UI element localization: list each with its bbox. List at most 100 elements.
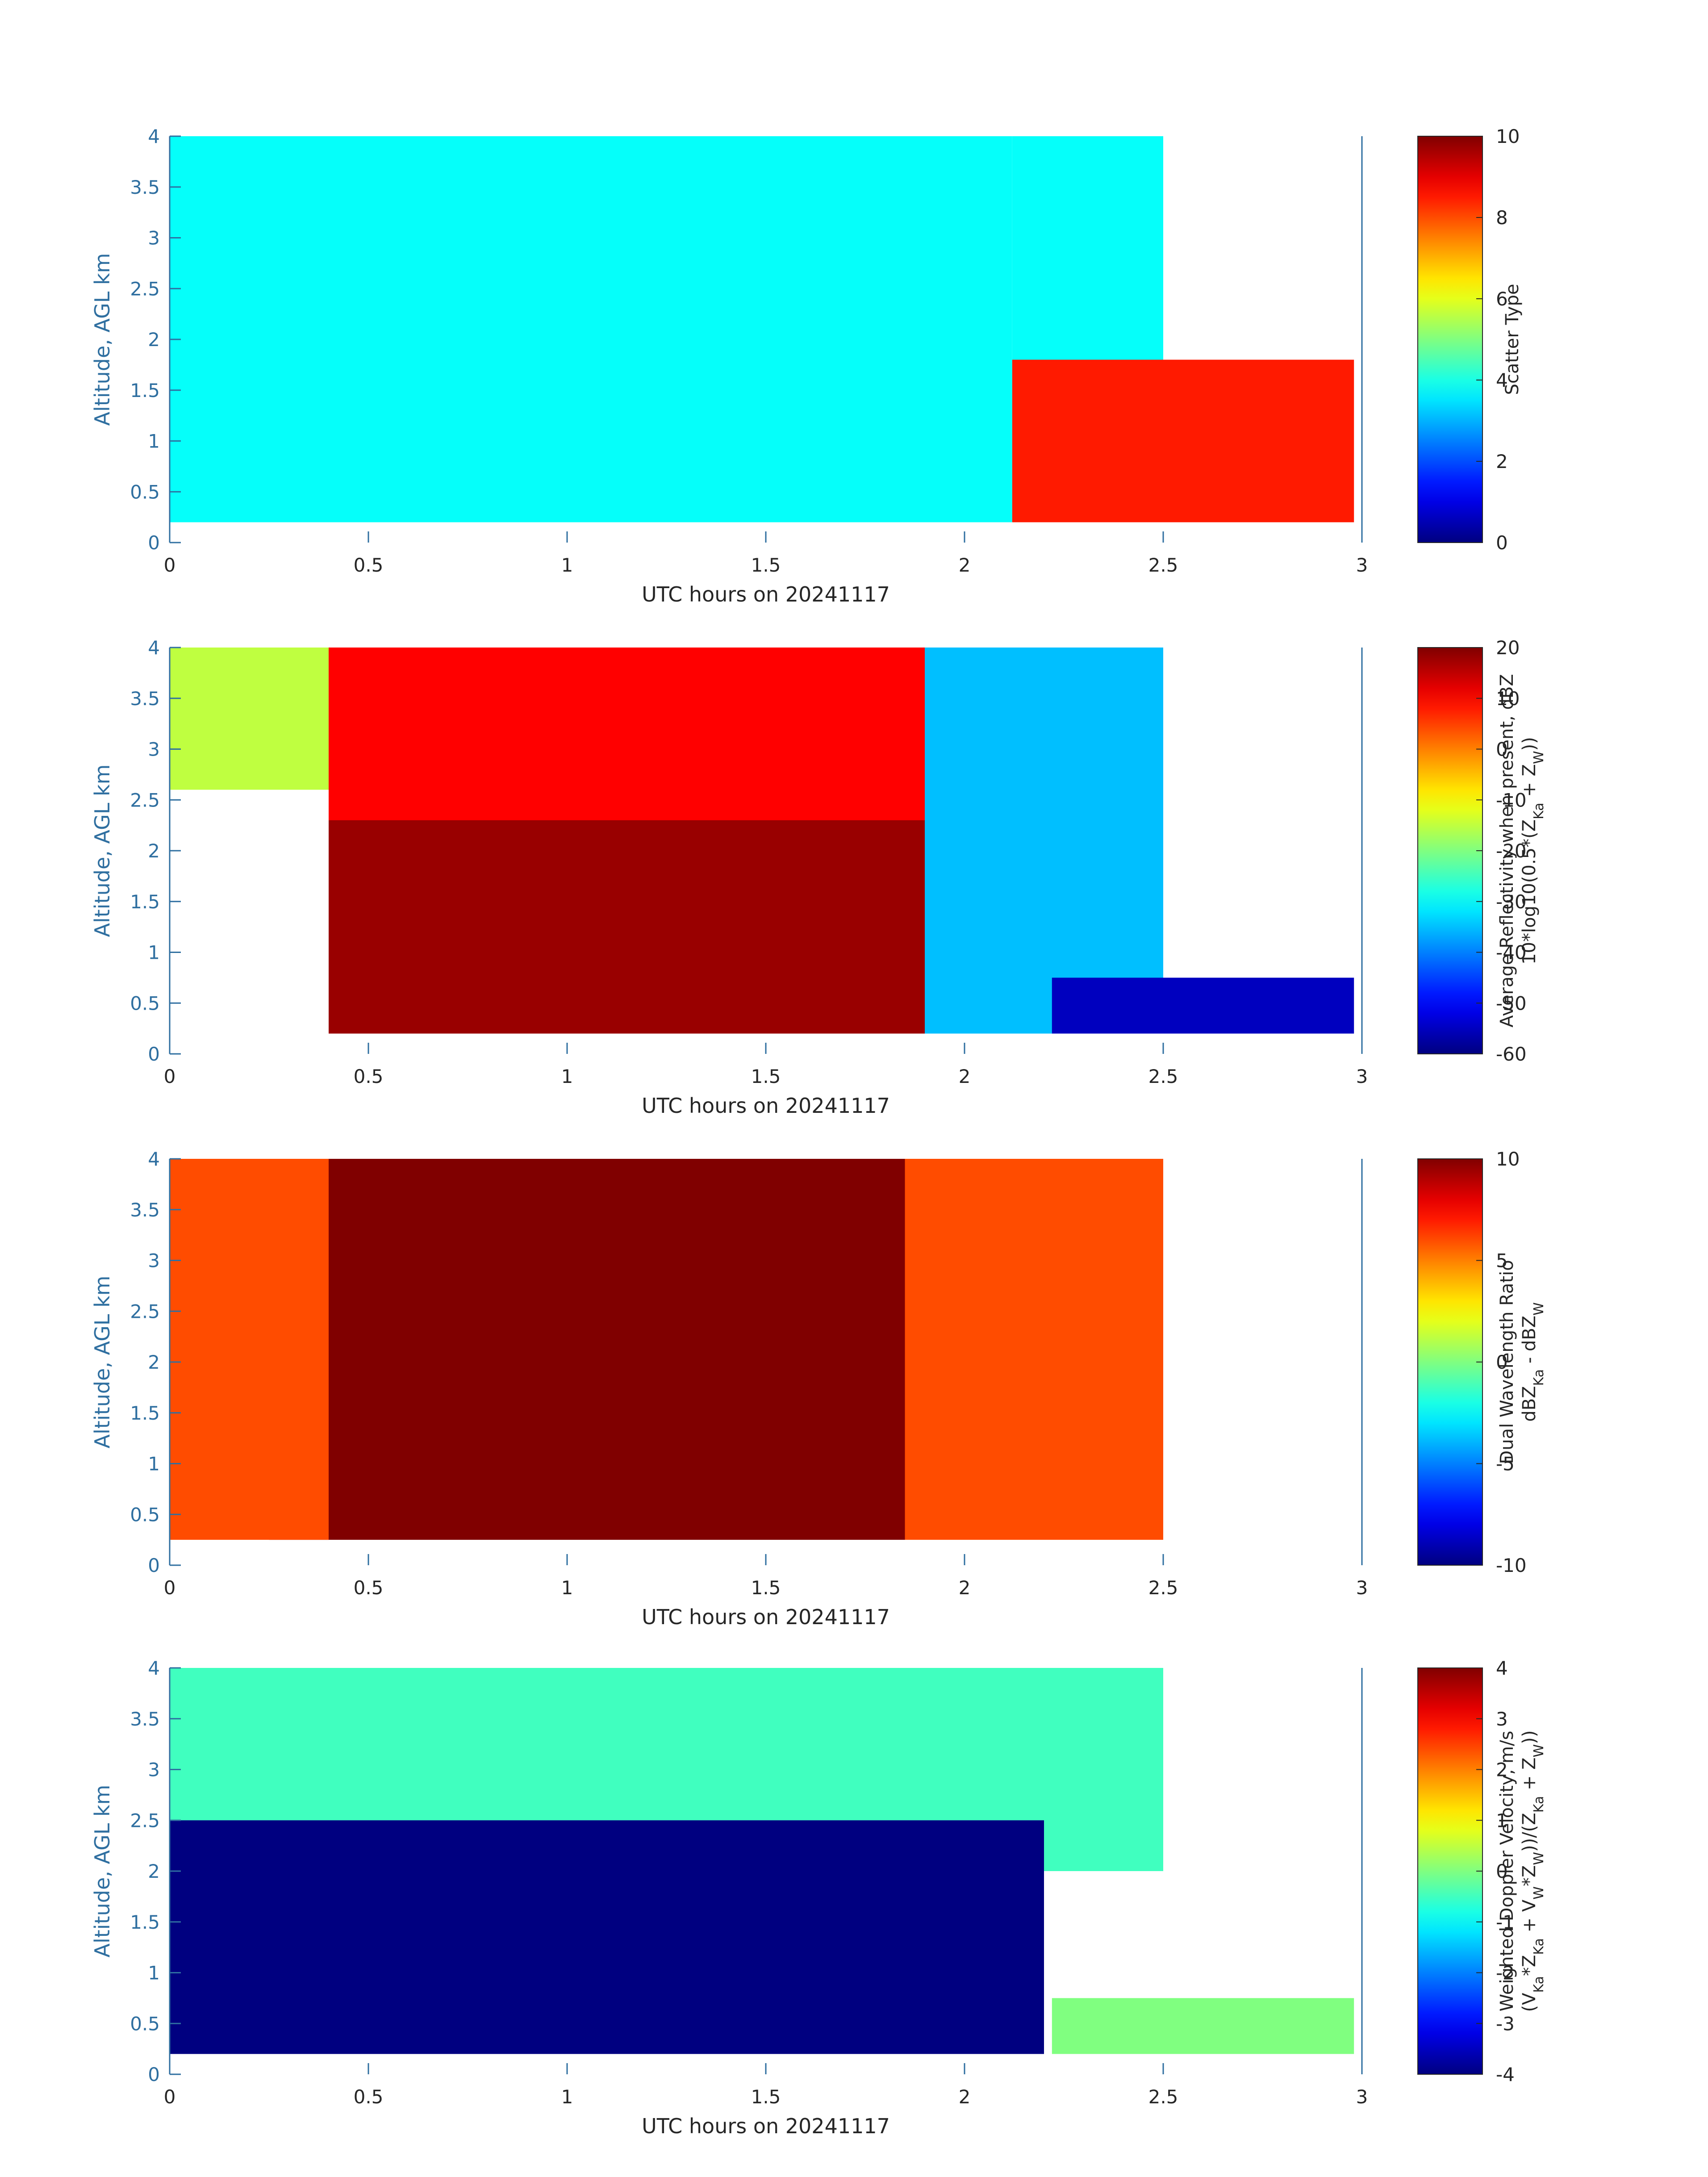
colorbar-tick-label: -1 [1496, 1911, 1515, 1933]
heatmap-region [170, 1820, 1044, 2054]
colorbar-tick-label: 0 [1496, 1860, 1508, 1882]
x-tick-label: 1 [561, 554, 573, 576]
y-tick-label: 1.5 [130, 380, 160, 401]
x-tick-label: 0 [164, 1066, 176, 1087]
panel-3: 0 0.5 1 1.5 2 2.5 3 0 0.5 1 1.5 2 2.5 3 3.5 4 UTC hours … [90, 1148, 1547, 1629]
y-tick-label: 2 [148, 1860, 160, 1882]
heatmap-region [170, 136, 1012, 522]
colorbar-tick-label: 2 [1496, 1759, 1508, 1781]
x-axis-label: UTC hours on 20241117 [642, 582, 890, 606]
y-tick-label: 0.5 [130, 2013, 160, 2035]
panel-4: 0 0.5 1 1.5 2 2.5 3 0 0.5 1 1.5 2 2.5 3 3.5 4 UTC hours … [90, 1657, 1547, 2138]
x-tick-label: 3 [1356, 2086, 1368, 2108]
y-tick-label: 4 [148, 1657, 160, 1679]
colorbar-tick-label: 20 [1496, 637, 1520, 659]
panel-1: 0 0.5 1 1.5 2 2.5 3 0 0.5 1 1.5 2 2.5 3 3.5 4 UTC hours … [90, 125, 1523, 606]
colorbar-tick-label: 8 [1496, 207, 1508, 229]
y-tick-label: 2 [148, 1351, 160, 1373]
y-tick-label: 3 [148, 227, 160, 249]
heatmap-region [269, 1159, 905, 1540]
colorbar-tick-label: 4 [1496, 1657, 1508, 1679]
colorbar [1417, 647, 1483, 1054]
x-tick-label: 2.5 [1148, 1577, 1178, 1599]
colorbar-tick-label: -10 [1496, 789, 1527, 811]
y-tick-label: 0.5 [130, 1504, 160, 1525]
colorbar-tick-label: 0 [1496, 739, 1508, 760]
colorbar-tick-label: -5 [1496, 1453, 1515, 1475]
x-tick-label: 0 [164, 554, 176, 576]
y-tick-label: 1.5 [130, 1402, 160, 1424]
y-tick-label: 1 [148, 430, 160, 452]
x-tick-label: 1.5 [751, 1066, 781, 1087]
x-tick-label: 0.5 [354, 2086, 384, 2108]
colorbar-tick-label: -2 [1496, 1962, 1515, 1984]
y-tick-label: 3.5 [130, 1199, 160, 1221]
y-axis-label: Altitude, AGL km [90, 1784, 114, 1957]
x-axis-label: UTC hours on 20241117 [642, 1094, 890, 1118]
heatmap-region [1052, 978, 1354, 1034]
heatmap-region [925, 648, 1163, 1034]
colorbar [1417, 136, 1483, 543]
y-tick-label: 3.5 [130, 688, 160, 710]
x-tick-label: 2 [959, 1066, 971, 1087]
x-tick-label: 0 [164, 2086, 176, 2108]
y-tick-label: 3 [148, 1759, 160, 1781]
colorbar-tick-label: 5 [1496, 1250, 1508, 1272]
y-tick-label: 4 [148, 1148, 160, 1170]
colorbar-tick-label: -30 [1496, 891, 1527, 913]
x-tick-label: 1 [561, 1066, 573, 1087]
x-tick-label: 1.5 [751, 1577, 781, 1599]
colorbar-tick-label: 1 [1496, 1809, 1508, 1831]
x-tick-label: 1.5 [751, 554, 781, 576]
x-tick-label: 3 [1356, 1577, 1368, 1599]
y-tick-label: 2.5 [130, 1809, 160, 1831]
x-tick-label: 2 [959, 2086, 971, 2108]
y-tick-label: 1 [148, 1962, 160, 1984]
y-tick-label: 1.5 [130, 1911, 160, 1933]
x-axis-label: UTC hours on 20241117 [642, 2114, 890, 2138]
y-tick-label: 0 [148, 1554, 160, 1576]
x-tick-label: 3 [1356, 554, 1368, 576]
x-tick-label: 0.5 [354, 1577, 384, 1599]
colorbar-tick-label: -3 [1496, 2013, 1515, 2035]
y-axis-label: Altitude, AGL km [90, 253, 114, 426]
y-axis-label: Altitude, AGL km [90, 764, 114, 937]
colorbar-tick-label: 10 [1496, 1148, 1520, 1170]
panel-2: 0 0.5 1 1.5 2 2.5 3 0 0.5 1 1.5 2 2.5 3 3.5 4 UTC hours … [90, 637, 1547, 1118]
x-tick-label: 0.5 [354, 554, 384, 576]
colorbar-label: Weighted Doppler Velocity, m/s (VKa*ZKa +… [1497, 1730, 1547, 2012]
colorbar-tick-label: 6 [1496, 288, 1508, 310]
heatmap-region [170, 1159, 329, 1540]
colorbar-tick-label: -40 [1496, 942, 1527, 964]
x-tick-label: 2 [959, 554, 971, 576]
y-tick-label: 4 [148, 637, 160, 659]
colorbar-tick-label: -60 [1496, 1043, 1527, 1065]
y-tick-label: 4 [148, 125, 160, 147]
y-tick-label: 2.5 [130, 1300, 160, 1322]
y-tick-label: 2 [148, 329, 160, 351]
colorbar-label: Scatter Type [1502, 284, 1523, 395]
y-tick-label: 0.5 [130, 481, 160, 503]
y-tick-label: 2 [148, 840, 160, 862]
y-tick-label: 2.5 [130, 278, 160, 300]
y-axis-label: Altitude, AGL km [90, 1275, 114, 1448]
colorbar-tick-label: -50 [1496, 992, 1527, 1014]
y-tick-label: 1.5 [130, 891, 160, 913]
heatmap-region [905, 1159, 1163, 1540]
x-tick-label: 0.5 [354, 1066, 384, 1087]
colorbar-tick-label: 4 [1496, 369, 1508, 391]
colorbar-tick-label: 3 [1496, 1708, 1508, 1730]
heatmap-region [329, 820, 925, 1034]
colorbar-tick-label: 10 [1496, 125, 1520, 147]
colorbar-label: Dual Wavelength Ratio dBZKa - dBZW [1497, 1260, 1547, 1464]
x-tick-label: 2 [959, 1577, 971, 1599]
x-tick-label: 3 [1356, 1066, 1368, 1087]
x-tick-label: 1 [561, 1577, 573, 1599]
heatmap-region [1052, 1998, 1354, 2054]
colorbar-tick-label: 0 [1496, 532, 1508, 554]
colorbar [1417, 1158, 1483, 1566]
colorbar [1417, 1667, 1483, 2075]
x-tick-label: 2.5 [1148, 554, 1178, 576]
x-axis-label: UTC hours on 20241117 [642, 1605, 890, 1629]
